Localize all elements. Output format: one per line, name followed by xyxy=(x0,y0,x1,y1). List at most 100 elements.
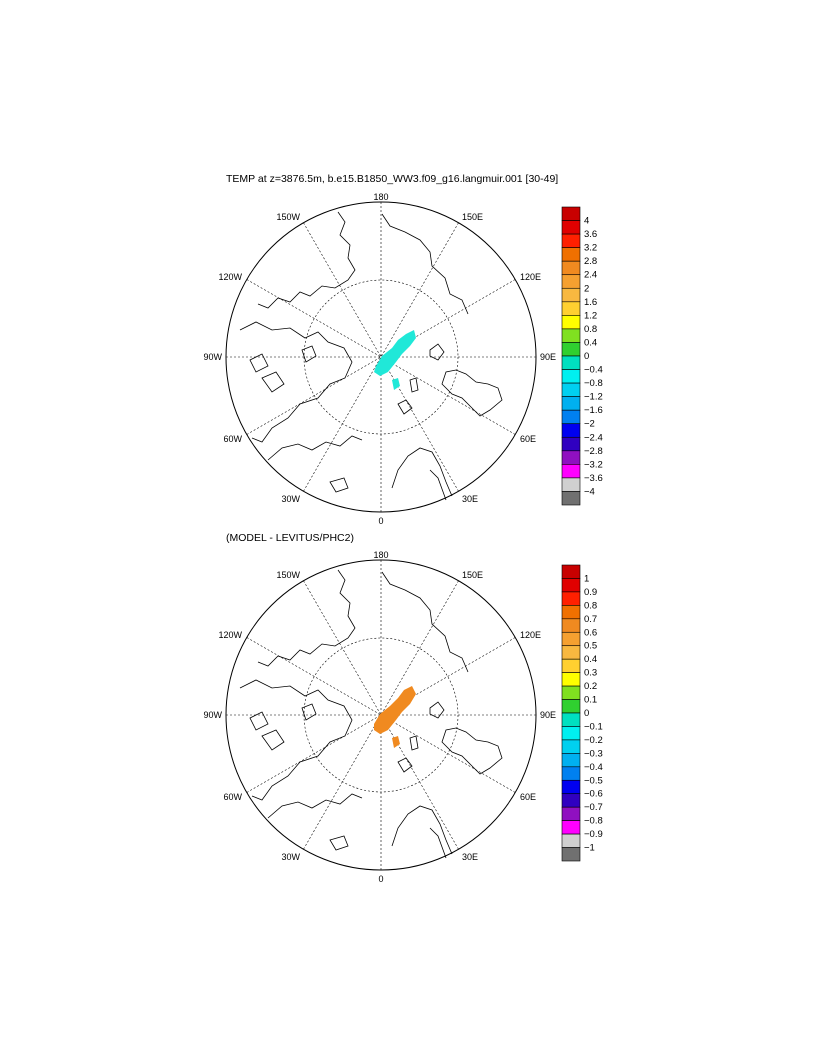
colorbar-label: 0.2 xyxy=(584,681,597,692)
colorbar-label: −0.3 xyxy=(584,748,603,759)
colorbar-label: −3.2 xyxy=(584,459,603,470)
colorbar-label: −3.6 xyxy=(584,473,603,484)
colorbar-label: 0.7 xyxy=(584,614,597,625)
panel-1-map xyxy=(225,201,537,513)
colorbar-swatch xyxy=(561,779,581,795)
colorbar-label: 1 xyxy=(584,573,589,584)
colorbar-label: 0 xyxy=(584,351,589,362)
colorbar-swatch xyxy=(561,712,581,727)
lon-label-60w: 60W xyxy=(223,434,242,444)
panel-2-field-patch-small xyxy=(392,736,400,748)
panel-2-map xyxy=(225,559,537,871)
colorbar-label: 1.6 xyxy=(584,297,597,308)
panel-1-field-patch-main xyxy=(374,330,416,376)
colorbar-swatch xyxy=(561,726,581,741)
colorbar-swatch xyxy=(561,477,581,492)
colorbar-label: 1.2 xyxy=(584,310,597,321)
colorbar-label: 0 xyxy=(584,708,589,719)
colorbar-swatch xyxy=(561,247,581,262)
panel-2-coastlines xyxy=(239,569,503,859)
panel-1-field xyxy=(374,330,416,390)
colorbar-label: −0.4 xyxy=(584,365,603,376)
panel-2-field xyxy=(374,686,416,748)
colorbar-label: −2 xyxy=(584,419,595,430)
panel-1-coastlines xyxy=(239,211,503,501)
colorbar-swatch xyxy=(561,315,581,330)
lon-label-30w: 30W xyxy=(281,494,300,504)
lon-label-120e: 120E xyxy=(520,272,541,282)
colorbar-swatch xyxy=(561,645,581,660)
lon-label-120w: 120W xyxy=(218,630,242,640)
colorbar-swatch xyxy=(561,382,581,397)
colorbar-swatch xyxy=(561,396,581,411)
colorbar-swatch xyxy=(561,820,581,835)
colorbar-label: −0.7 xyxy=(584,802,603,813)
colorbar-swatch xyxy=(561,699,581,714)
colorbar-swatch xyxy=(561,578,581,593)
colorbar-swatch xyxy=(561,260,581,276)
colorbar-label: −0.2 xyxy=(584,735,603,746)
colorbar-swatch xyxy=(561,685,581,700)
colorbar-label: 0.9 xyxy=(584,587,597,598)
panel-1-colorbar: 4 3.6 3.2 2.8 2.4 2 1.6 1.2 0.8 0.4 0 −0.4 −0.8 −1.2 −… xyxy=(561,206,603,506)
colorbar-swatch xyxy=(561,464,581,479)
colorbar-swatch xyxy=(561,672,581,687)
lon-label-90e: 90E xyxy=(540,710,556,720)
colorbar-swatch xyxy=(561,605,581,620)
colorbar-swatch xyxy=(561,491,581,506)
lon-label-150w: 150W xyxy=(276,212,300,222)
colorbar-label: 0.4 xyxy=(584,654,597,665)
colorbar-swatch xyxy=(561,274,581,289)
colorbar-swatch xyxy=(561,806,581,821)
colorbar-swatch xyxy=(561,658,581,673)
panel-2-title: (MODEL - LEVITUS/PHC2) xyxy=(226,532,354,544)
colorbar-swatch xyxy=(561,423,581,438)
colorbar-label: 0.8 xyxy=(584,324,597,335)
colorbar-swatch xyxy=(561,233,581,248)
colorbar-swatch xyxy=(561,409,581,425)
colorbar-label: 0.5 xyxy=(584,641,597,652)
lon-label-90w: 90W xyxy=(203,352,222,362)
colorbar-swatch xyxy=(561,618,581,633)
colorbar-swatch xyxy=(561,450,581,465)
colorbar-swatch xyxy=(561,369,581,384)
colorbar-swatch xyxy=(561,206,581,221)
colorbar-swatch xyxy=(561,287,581,303)
colorbar-swatch xyxy=(561,766,581,781)
lon-label-90w: 90W xyxy=(203,710,222,720)
panel-1: TEMP at z=3876.5m, b.e15.B1850_WW3.f09_g… xyxy=(203,173,602,526)
lon-label-150e: 150E xyxy=(462,212,483,222)
colorbar-label: −0.8 xyxy=(584,378,603,389)
lon-label-180: 180 xyxy=(373,192,388,202)
lon-label-150w: 150W xyxy=(276,570,300,580)
colorbar-swatch xyxy=(561,301,581,316)
colorbar-swatch xyxy=(561,739,581,754)
colorbar-label: 4 xyxy=(584,216,589,227)
colorbar-label: −2.8 xyxy=(584,446,603,457)
colorbar-swatch xyxy=(561,328,581,343)
colorbar-label: 3.2 xyxy=(584,243,597,254)
colorbar-swatch xyxy=(561,564,581,579)
colorbar-label: −1.2 xyxy=(584,392,603,403)
panel-1-field-patch-small xyxy=(392,378,400,390)
lon-label-180: 180 xyxy=(373,550,388,560)
colorbar-label: −0.9 xyxy=(584,829,603,840)
colorbar-label: 0.8 xyxy=(584,600,597,611)
colorbar-label: −1.6 xyxy=(584,405,603,416)
colorbar-label: 0.4 xyxy=(584,337,597,348)
lon-label-60e: 60E xyxy=(520,434,536,444)
colorbar-label: 0.6 xyxy=(584,627,597,638)
colorbar-label: 0.1 xyxy=(584,695,597,706)
panel-2-colorbar: 1 0.9 0.8 0.7 0.6 0.5 0.4 0.3 0.2 0.1 0 −0.1 −0.2 −0.… xyxy=(561,564,603,862)
colorbar-label: 2 xyxy=(584,283,589,294)
colorbar-label: −4 xyxy=(584,486,595,497)
colorbar-label: −0.8 xyxy=(584,816,603,827)
lon-label-150e: 150E xyxy=(462,570,483,580)
lon-label-0: 0 xyxy=(378,516,383,526)
panel-2-field-patch-main xyxy=(374,686,416,734)
panel-2-lon-labels: 180 0 90W 90E 150W 120W 150E 120E 60W 30… xyxy=(203,550,556,884)
lon-label-120w: 120W xyxy=(218,272,242,282)
lon-label-30w: 30W xyxy=(281,852,300,862)
colorbar-label: −2.4 xyxy=(584,432,603,443)
